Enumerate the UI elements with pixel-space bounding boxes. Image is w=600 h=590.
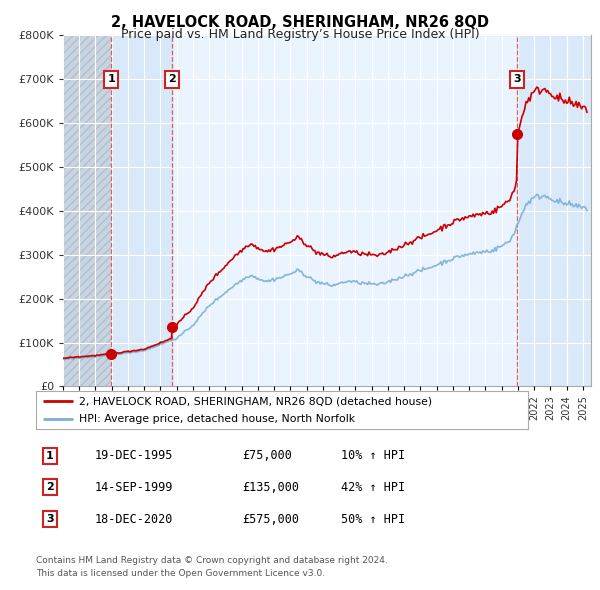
Text: 2: 2: [46, 483, 53, 493]
Text: 1: 1: [46, 451, 53, 461]
Text: This data is licensed under the Open Government Licence v3.0.: This data is licensed under the Open Gov…: [36, 569, 325, 578]
Text: 1: 1: [107, 74, 115, 84]
Bar: [172, 35, 591, 386]
Bar: [63, 35, 111, 386]
Text: £75,000: £75,000: [242, 449, 293, 462]
Text: 2, HAVELOCK ROAD, SHERINGHAM, NR26 8QD (detached house): 2, HAVELOCK ROAD, SHERINGHAM, NR26 8QD (…: [79, 396, 433, 407]
Text: 3: 3: [46, 514, 53, 524]
Text: 3: 3: [514, 74, 521, 84]
Text: 50% ↑ HPI: 50% ↑ HPI: [341, 513, 405, 526]
Bar: [517, 35, 591, 386]
Text: 14-SEP-1999: 14-SEP-1999: [95, 481, 173, 494]
Text: Price paid vs. HM Land Registry’s House Price Index (HPI): Price paid vs. HM Land Registry’s House …: [121, 28, 479, 41]
Text: 10% ↑ HPI: 10% ↑ HPI: [341, 449, 405, 462]
Text: Contains HM Land Registry data © Crown copyright and database right 2024.: Contains HM Land Registry data © Crown c…: [36, 556, 388, 565]
Text: 2, HAVELOCK ROAD, SHERINGHAM, NR26 8QD: 2, HAVELOCK ROAD, SHERINGHAM, NR26 8QD: [111, 15, 489, 30]
Text: HPI: Average price, detached house, North Norfolk: HPI: Average price, detached house, Nort…: [79, 414, 355, 424]
Bar: [111, 35, 172, 386]
Text: 18-DEC-2020: 18-DEC-2020: [95, 513, 173, 526]
Text: 2: 2: [168, 74, 176, 84]
Text: £575,000: £575,000: [242, 513, 299, 526]
Text: £135,000: £135,000: [242, 481, 299, 494]
Text: 19-DEC-1995: 19-DEC-1995: [95, 449, 173, 462]
Text: 42% ↑ HPI: 42% ↑ HPI: [341, 481, 405, 494]
Bar: [63, 35, 111, 386]
